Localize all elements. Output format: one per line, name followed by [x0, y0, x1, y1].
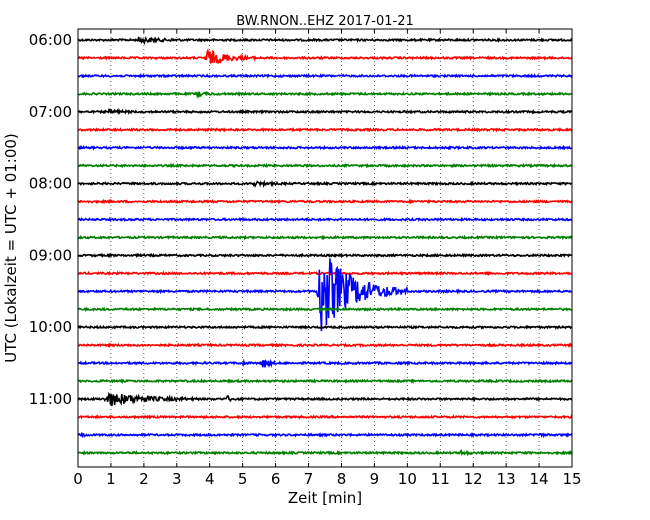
trace-1000: [77, 324, 573, 330]
x-axis-label: Zeit [min]: [288, 489, 362, 507]
y-tick-label: 11:00: [29, 390, 72, 408]
y-axis-label: UTC (Lokalzeit = UTC + 01:00): [2, 133, 20, 363]
trace-0615: [77, 48, 573, 65]
x-tick-label: 15: [562, 470, 581, 488]
x-tick-label: 4: [205, 470, 215, 488]
x-tick-label: 0: [73, 470, 83, 488]
trace-0745: [77, 162, 573, 169]
x-tick-label: 11: [431, 470, 450, 488]
y-tick-label: 07:00: [29, 103, 72, 121]
trace-0815: [77, 198, 573, 205]
y-tick-label: 06:00: [29, 31, 72, 49]
trace-1030: [77, 358, 573, 369]
trace-0600: [77, 35, 573, 46]
x-tick-label: 7: [304, 470, 314, 488]
trace-0700: [77, 107, 573, 116]
trace-1115: [77, 414, 573, 420]
x-tick-label: 1: [106, 470, 116, 488]
trace-0930: [77, 258, 573, 332]
trace-0715: [77, 127, 573, 133]
trace-0730: [77, 144, 573, 151]
trace-0630: [77, 73, 573, 79]
trace-1145: [77, 448, 573, 457]
trace-0800: [77, 179, 573, 189]
trace-1045: [77, 378, 573, 385]
x-tick-label: 3: [172, 470, 182, 488]
trace-1130: [77, 432, 573, 439]
trace-0900: [77, 252, 573, 259]
x-tick-label: 9: [370, 470, 380, 488]
y-tick-label: 08:00: [29, 175, 72, 193]
x-axis-ticks: 0 1 2 3 4 5 6 7 8 9 10 11 12 13 14 15: [73, 29, 582, 488]
trace-1015: [77, 342, 573, 349]
x-tick-label: 8: [337, 470, 347, 488]
plot-frame: [77, 28, 573, 468]
x-tick-label: 12: [464, 470, 483, 488]
trace-0845: [77, 234, 573, 241]
x-tick-label: 5: [238, 470, 248, 488]
x-tick-label: 14: [530, 470, 549, 488]
trace-1100: [77, 391, 573, 407]
trace-0830: [77, 216, 573, 223]
x-tick-label: 13: [497, 470, 516, 488]
y-tick-label: 10:00: [29, 318, 72, 336]
trace-0945: [77, 306, 573, 312]
traces: [77, 35, 573, 457]
x-tick-label: 10: [398, 470, 417, 488]
y-axis-ticks: 06:00 07:00 08:00 09:00 10:00 11:00: [29, 31, 572, 408]
x-tick-label: 6: [271, 470, 281, 488]
trace-0645: [77, 90, 573, 99]
chart-title: BW.RNON..EHZ 2017-01-21: [236, 14, 414, 29]
x-tick-label: 2: [139, 470, 149, 488]
y-tick-label: 09:00: [29, 246, 72, 264]
